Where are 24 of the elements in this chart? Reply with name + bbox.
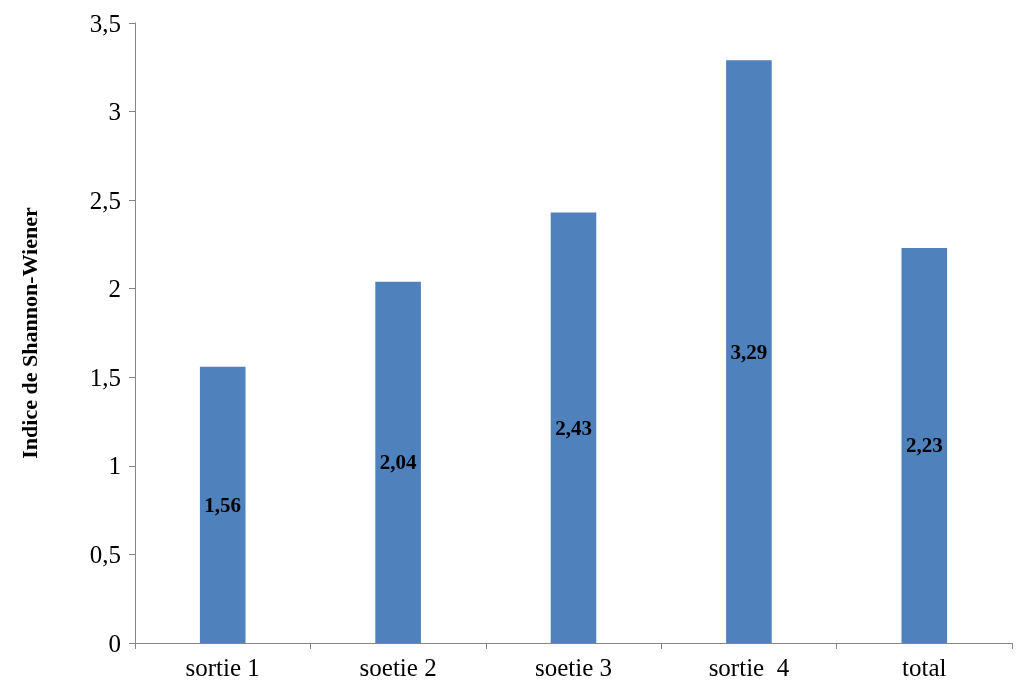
data-label: 1,56	[204, 492, 242, 517]
y-tick-label: 1	[108, 452, 121, 480]
data-label: 2,04	[379, 450, 417, 475]
y-tick-label: 2,5	[89, 186, 121, 214]
x-tick-label: soetie 3	[534, 654, 613, 681]
data-label: 2,43	[555, 415, 592, 440]
bar	[199, 366, 246, 643]
x-tick-label: sortie 1	[185, 654, 260, 681]
y-tick-label: 3,5	[89, 9, 121, 37]
data-label: 2,23	[905, 433, 943, 458]
bar	[550, 212, 597, 643]
y-tick-label: 3	[108, 98, 121, 126]
bar	[375, 281, 421, 643]
y-tick-label: 0,5	[89, 540, 121, 568]
x-tick-label: total	[902, 654, 947, 681]
y-tick-label: 2	[108, 275, 121, 303]
y-axis-title: Indice de Shannon-Wiener	[16, 207, 42, 459]
bar	[901, 247, 948, 643]
y-tick-label: 1,5	[89, 363, 121, 391]
data-label: 3,29	[730, 339, 768, 364]
y-tick-label: 0	[108, 629, 121, 657]
bar	[726, 60, 772, 643]
x-tick-label: sortie 4	[708, 654, 790, 681]
x-tick-label: soetie 2	[359, 654, 437, 681]
